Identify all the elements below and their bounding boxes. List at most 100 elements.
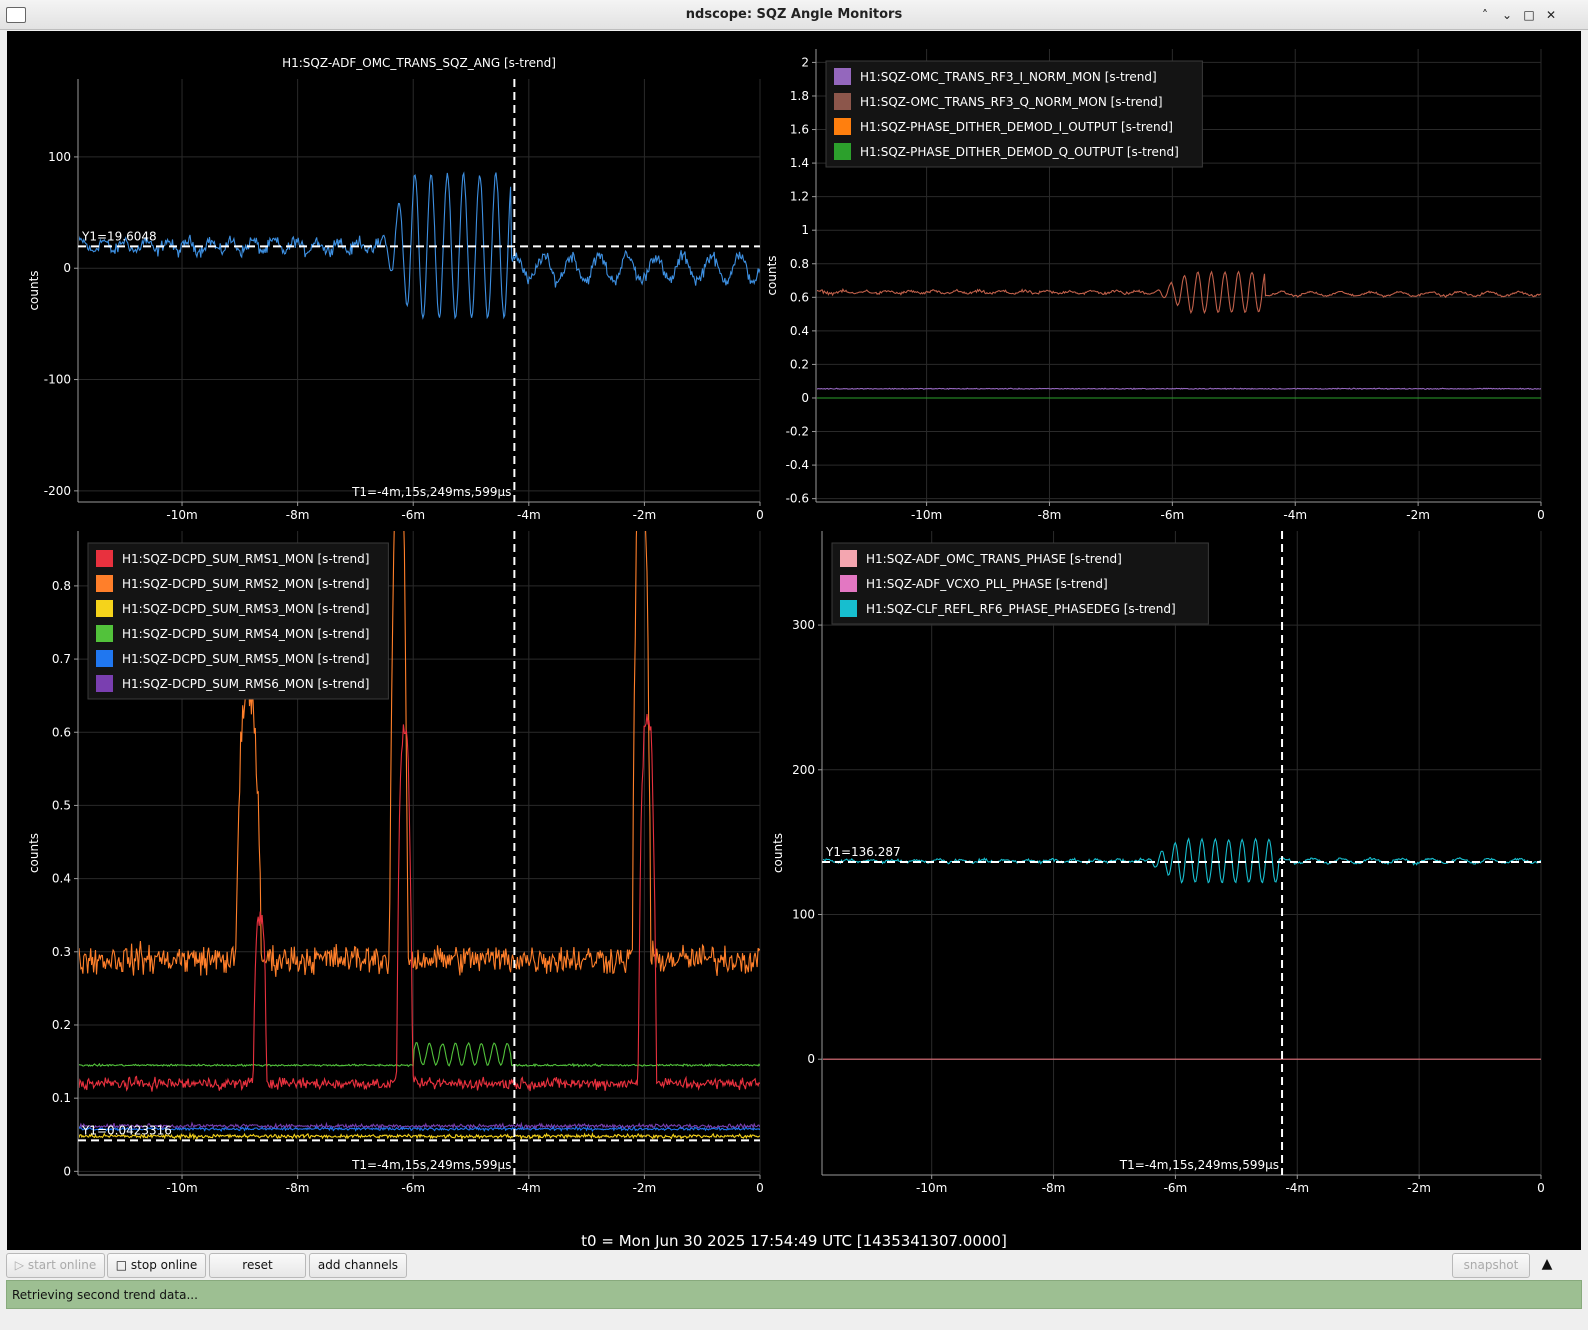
y-tick-label: -0.2 xyxy=(786,425,809,439)
t1-cursor-label: T1=-4m,15s,249ms,599µs xyxy=(351,1158,511,1172)
y-tick-label: 0 xyxy=(63,261,71,275)
start-online-button[interactable]: ▷ start online xyxy=(6,1253,105,1278)
collapse-arrow-icon[interactable]: ▲ xyxy=(1541,1256,1553,1272)
y-tick-label: 0.4 xyxy=(790,324,809,338)
legend-swatch xyxy=(834,68,851,85)
legend-label: H1:SQZ-ADF_VCXO_PLL_PHASE [s-trend] xyxy=(866,577,1108,591)
window-titlebar: ndscope: SQZ Angle Monitors ˄ ⌄ □ ✕ xyxy=(0,0,1588,30)
y-axis-label: counts xyxy=(771,833,785,873)
maximize-icon[interactable]: □ xyxy=(1523,8,1535,22)
x-tick-label: -4m xyxy=(517,508,541,522)
legend: H1:SQZ-OMC_TRANS_RF3_I_NORM_MON [s-trend… xyxy=(825,60,1203,168)
t1-cursor-label: T1=-4m,15s,249ms,599µs xyxy=(351,485,511,499)
y-tick-label: 0 xyxy=(63,1164,71,1178)
legend-swatch xyxy=(96,675,113,692)
legend-swatch xyxy=(96,600,113,617)
window-menu-icon[interactable]: ˄ xyxy=(1482,8,1488,22)
y-tick-label: 2 xyxy=(801,55,809,69)
x-tick-label: -4m xyxy=(1283,508,1307,522)
x-tick-label: -6m xyxy=(1164,1181,1188,1195)
legend-swatch xyxy=(96,650,113,667)
legend-swatch xyxy=(96,550,113,567)
series-line xyxy=(79,713,760,1092)
legend-label: H1:SQZ-DCPD_SUM_RMS2_MON [s-trend] xyxy=(122,577,369,591)
legend-swatch xyxy=(840,550,857,567)
y-tick-label: 1 xyxy=(801,223,809,237)
y1-cursor-label: Y1=19.6048 xyxy=(81,229,157,243)
legend-label: H1:SQZ-CLF_REFL_RF6_PHASE_PHASEDEG [s-tr… xyxy=(866,602,1176,616)
x-tick-label: 0 xyxy=(1537,1181,1545,1195)
legend-box xyxy=(87,542,389,700)
y-tick-label: 0.7 xyxy=(52,652,71,666)
stop-online-button[interactable]: □ stop online xyxy=(107,1253,206,1278)
x-tick-label: -8m xyxy=(1042,1181,1066,1195)
x-tick-label: -2m xyxy=(633,1181,657,1195)
legend-label: H1:SQZ-DCPD_SUM_RMS5_MON [s-trend] xyxy=(122,652,369,666)
legend-swatch xyxy=(834,93,851,110)
y-tick-label: 1.4 xyxy=(790,156,809,170)
x-tick-label: -6m xyxy=(401,1181,425,1195)
series-line xyxy=(817,387,1541,390)
series-line xyxy=(79,1121,760,1131)
legend-box xyxy=(825,60,1203,168)
series-line xyxy=(79,171,760,320)
legend-swatch xyxy=(96,575,113,592)
plot-area[interactable]: -10m -8m -6m -4m -2m 0 -200 -100 0 100 counts H1:SQ… xyxy=(7,31,1581,1250)
y-tick-label: 1.2 xyxy=(790,190,809,204)
legend-box xyxy=(831,542,1209,625)
y-tick-label: 100 xyxy=(48,150,71,164)
x-tick-label: -8m xyxy=(286,508,310,522)
x-tick-label: -2m xyxy=(633,508,657,522)
y-axis-label: counts xyxy=(27,270,41,310)
y-tick-label: 1.8 xyxy=(790,89,809,103)
snapshot-button[interactable]: snapshot xyxy=(1452,1253,1530,1278)
legend-swatch xyxy=(840,575,857,592)
y-tick-label: 100 xyxy=(792,908,815,922)
series-line xyxy=(79,531,760,977)
plots-canvas[interactable]: -10m -8m -6m -4m -2m 0-200-1000100countsH1:SQ… xyxy=(7,31,1581,1250)
y-tick-label: 0.6 xyxy=(790,290,809,304)
series-line xyxy=(817,270,1541,315)
y-tick-label: 1.6 xyxy=(790,123,809,137)
x-tick-label: -10m xyxy=(166,1181,197,1195)
series-line xyxy=(79,1041,760,1068)
play-icon: ▷ xyxy=(14,1258,28,1272)
legend-label: H1:SQZ-ADF_OMC_TRANS_PHASE [s-trend] xyxy=(866,552,1122,566)
legend-label: H1:SQZ-DCPD_SUM_RMS1_MON [s-trend] xyxy=(122,552,369,566)
legend-swatch xyxy=(96,625,113,642)
legend-swatch xyxy=(834,118,851,135)
y-tick-label: 0.4 xyxy=(52,872,71,886)
stop-icon: □ xyxy=(115,1258,131,1272)
x-tick-label: -8m xyxy=(1038,508,1062,522)
close-icon[interactable]: ✕ xyxy=(1545,8,1557,22)
minimize-icon[interactable]: ⌄ xyxy=(1501,8,1513,22)
x-tick-label: 0 xyxy=(756,1181,764,1195)
plot-tl: -10m -8m -6m -4m -2m 0 -200 -100 0 100 counts H1:SQ… xyxy=(27,56,764,522)
legend-swatch xyxy=(834,143,851,160)
t1-cursor-label: T1=-4m,15s,249ms,599µs xyxy=(1119,1158,1279,1172)
y-tick-label: 0.8 xyxy=(52,579,71,593)
y-tick-label: 0.5 xyxy=(52,798,71,812)
add-channels-button[interactable]: add channels xyxy=(309,1253,407,1278)
x-tick-label: 0 xyxy=(1537,508,1545,522)
plot-title: H1:SQZ-ADF_OMC_TRANS_SQZ_ANG [s-trend] xyxy=(282,56,556,70)
app-icon xyxy=(6,7,26,23)
status-bar: Retrieving second trend data... xyxy=(6,1280,1582,1309)
t0-label: t0 = Mon Jun 30 2025 17:54:49 UTC [14353… xyxy=(581,1232,1007,1250)
legend: H1:SQZ-ADF_OMC_TRANS_PHASE [s-trend] H1:S… xyxy=(831,542,1209,625)
plot-tr: -10m -8m -6m -4m -2m 0 -0.6 -0.4 -0.2 0 0.2 0.4 0.6 0… xyxy=(765,49,1545,522)
x-tick-label: 0 xyxy=(756,508,764,522)
x-tick-label: -6m xyxy=(1161,508,1185,522)
plot-br: -10m -8m -6m -4m -2m 0 0 100 200 300 counts T1=-4m,… xyxy=(771,531,1545,1195)
x-tick-label: -2m xyxy=(1407,1181,1431,1195)
status-text: Retrieving second trend data... xyxy=(12,1288,198,1302)
y-axis-label: counts xyxy=(27,833,41,873)
legend-label: H1:SQZ-OMC_TRANS_RF3_Q_NORM_MON [s-trend… xyxy=(860,95,1163,109)
reset-button[interactable]: reset xyxy=(209,1253,306,1278)
x-tick-label: -10m xyxy=(916,1181,947,1195)
x-tick-label: -4m xyxy=(517,1181,541,1195)
legend: H1:SQZ-DCPD_SUM_RMS1_MON [s-trend] H1:SQZ… xyxy=(87,542,389,700)
legend-label: H1:SQZ-DCPD_SUM_RMS4_MON [s-trend] xyxy=(122,627,369,641)
series-line xyxy=(823,837,1541,884)
y-axis-label: counts xyxy=(765,255,779,295)
